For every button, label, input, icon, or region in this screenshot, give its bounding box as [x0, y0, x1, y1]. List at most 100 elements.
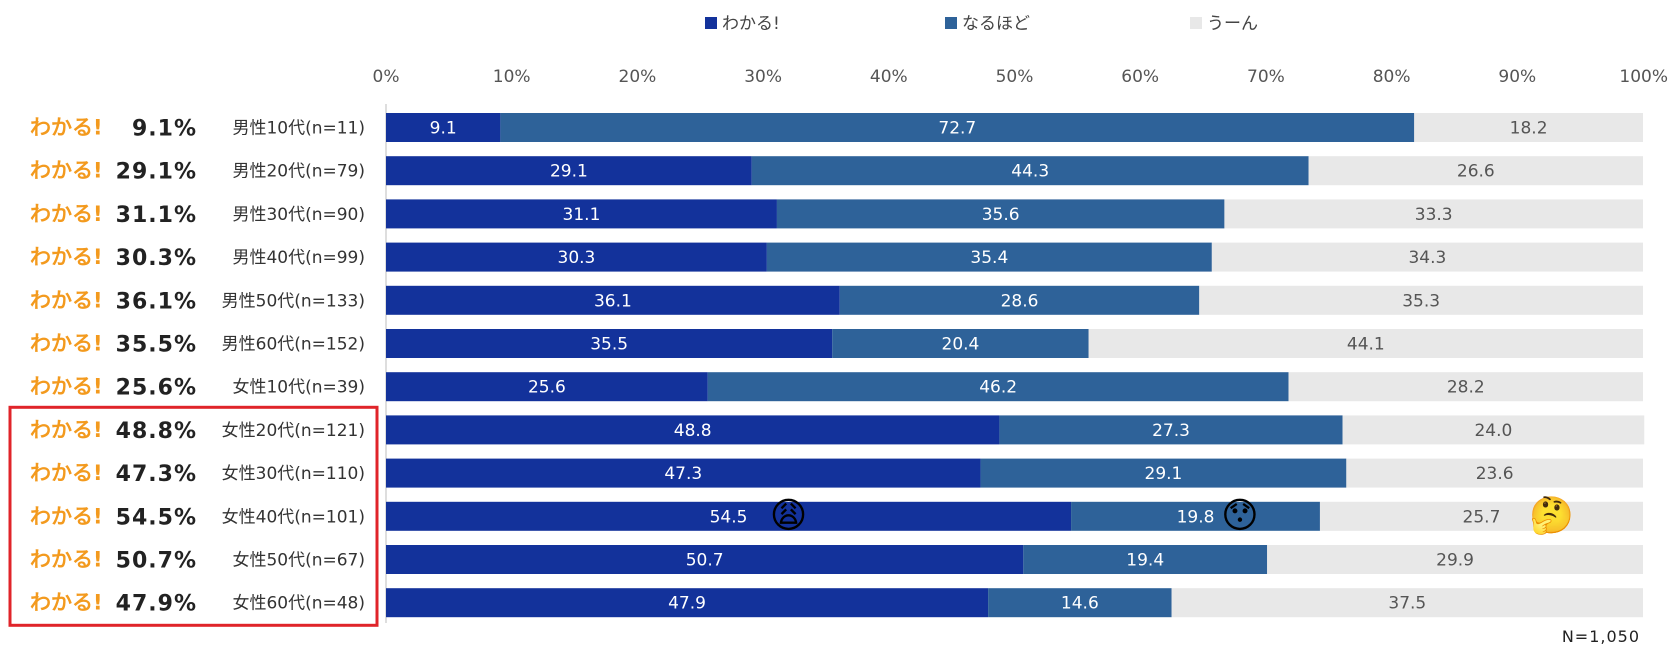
category-label: 女性60代(n=48): [232, 594, 365, 614]
data-label: 28.2: [1447, 378, 1485, 398]
category-label: 女性30代(n=110): [222, 464, 365, 484]
x-tick-label: 90%: [1498, 67, 1536, 87]
bar-2-row-10: [1071, 501, 1320, 531]
summary-percent: 48.8%: [116, 419, 197, 444]
bar-3-row-6: [1088, 329, 1643, 358]
bar-2-row-1: [500, 113, 1415, 142]
x-tick-label: 20%: [619, 67, 657, 87]
summary-percent: 35.5%: [116, 333, 197, 358]
summary-percent: 29.1%: [116, 160, 197, 185]
data-label: 33.3: [1415, 205, 1453, 225]
data-label: 35.3: [1402, 291, 1440, 311]
bar-2-row-12: [988, 588, 1172, 618]
bar-1-row-6: [386, 329, 833, 358]
wakaru-prefix: わかる!: [30, 288, 103, 312]
summary-percent: 47.9%: [116, 592, 197, 617]
wakaru-prefix: わかる!: [30, 548, 103, 572]
bar-3-row-7: [1288, 372, 1643, 402]
data-label: 35.4: [970, 248, 1008, 268]
category-label: 男性30代(n=90): [232, 205, 365, 225]
bar-1-row-8: [386, 415, 1000, 445]
data-label: 9.1: [430, 119, 457, 139]
summary-percent: 30.3%: [116, 246, 197, 271]
data-label: 36.1: [594, 291, 632, 311]
wakaru-prefix: わかる!: [30, 375, 103, 399]
summary-percent: 36.1%: [116, 289, 197, 314]
data-label: 48.8: [674, 421, 712, 441]
legend-swatch-2: [945, 17, 957, 29]
data-label: 35.6: [982, 205, 1020, 225]
data-label: 46.2: [979, 378, 1017, 398]
data-label: 30.3: [558, 248, 596, 268]
summary-percent: 54.5%: [116, 505, 197, 530]
x-tick-label: 30%: [744, 67, 782, 87]
bar-1-row-10: [386, 501, 1072, 531]
data-label: 28.6: [1001, 291, 1039, 311]
wakaru-prefix: わかる!: [30, 504, 103, 528]
x-tick-label: 100%: [1619, 67, 1668, 87]
bar-2-row-11: [1023, 545, 1268, 574]
data-label: 23.6: [1476, 464, 1514, 484]
category-label: 女性40代(n=101): [222, 507, 365, 527]
bar-3-row-3: [1224, 199, 1643, 229]
bar-3-row-11: [1267, 545, 1643, 574]
data-label: 37.5: [1388, 594, 1426, 614]
bar-1-row-9: [386, 458, 981, 488]
legend-label-3: うーん: [1207, 14, 1258, 34]
emoji-icon: 😩: [770, 495, 808, 536]
x-tick-label: 0%: [373, 67, 400, 87]
bar-2-row-2: [751, 156, 1309, 186]
wakaru-prefix: わかる!: [30, 461, 103, 485]
legend-label-2: なるほど: [962, 14, 1030, 34]
bar-1-row-4: [386, 242, 767, 272]
bar-2-row-3: [776, 199, 1225, 229]
data-label: 18.2: [1510, 119, 1548, 139]
bar-2-row-9: [980, 458, 1347, 488]
data-label: 29.1: [550, 162, 588, 182]
data-label: 50.7: [686, 551, 724, 571]
emoji-icon: 🤔: [1529, 495, 1574, 536]
category-label: 男性50代(n=133): [222, 291, 365, 311]
bar-2-row-7: [707, 372, 1289, 402]
data-label: 14.6: [1061, 594, 1099, 614]
emoji-icon: 😯: [1221, 495, 1259, 536]
x-tick-label: 60%: [1121, 67, 1159, 87]
wakaru-prefix: わかる!: [30, 202, 103, 226]
data-label: 19.8: [1177, 507, 1215, 527]
data-label: 47.9: [668, 594, 706, 614]
category-label: 男性20代(n=79): [232, 162, 365, 182]
data-label: 34.3: [1408, 248, 1446, 268]
x-tick-label: 80%: [1373, 67, 1411, 87]
wakaru-prefix: わかる!: [30, 418, 103, 442]
bar-3-row-5: [1199, 285, 1643, 315]
category-label: 男性10代(n=11): [232, 119, 365, 139]
bar-3-row-4: [1211, 242, 1643, 272]
summary-percent: 31.1%: [116, 203, 197, 228]
x-tick-label: 10%: [493, 67, 531, 87]
data-label: 29.1: [1145, 464, 1183, 484]
data-label: 47.3: [664, 464, 702, 484]
sample-size-note: N=1,050: [1562, 627, 1640, 646]
bar-3-row-8: [1342, 415, 1645, 445]
legend-swatch-3: [1190, 17, 1202, 29]
category-label: 女性10代(n=39): [232, 378, 365, 398]
bar-2-row-5: [839, 285, 1200, 315]
bar-3-row-12: [1171, 588, 1643, 618]
bar-3-row-2: [1308, 156, 1643, 186]
data-label: 44.1: [1347, 335, 1385, 355]
wakaru-prefix: わかる!: [30, 116, 103, 140]
data-label: 31.1: [563, 205, 601, 225]
bar-1-row-5: [386, 285, 840, 315]
data-label: 26.6: [1457, 162, 1495, 182]
wakaru-prefix: わかる!: [30, 245, 103, 269]
legend-swatch-1: [705, 17, 717, 29]
bar-3-row-10: [1319, 501, 1643, 531]
category-label: 男性60代(n=152): [222, 335, 365, 355]
summary-percent: 25.6%: [116, 376, 197, 401]
x-tick-label: 40%: [870, 67, 908, 87]
data-label: 29.9: [1436, 551, 1474, 571]
wakaru-prefix: わかる!: [30, 332, 103, 356]
bar-3-row-9: [1346, 458, 1643, 488]
category-label: 女性50代(n=67): [232, 551, 365, 571]
